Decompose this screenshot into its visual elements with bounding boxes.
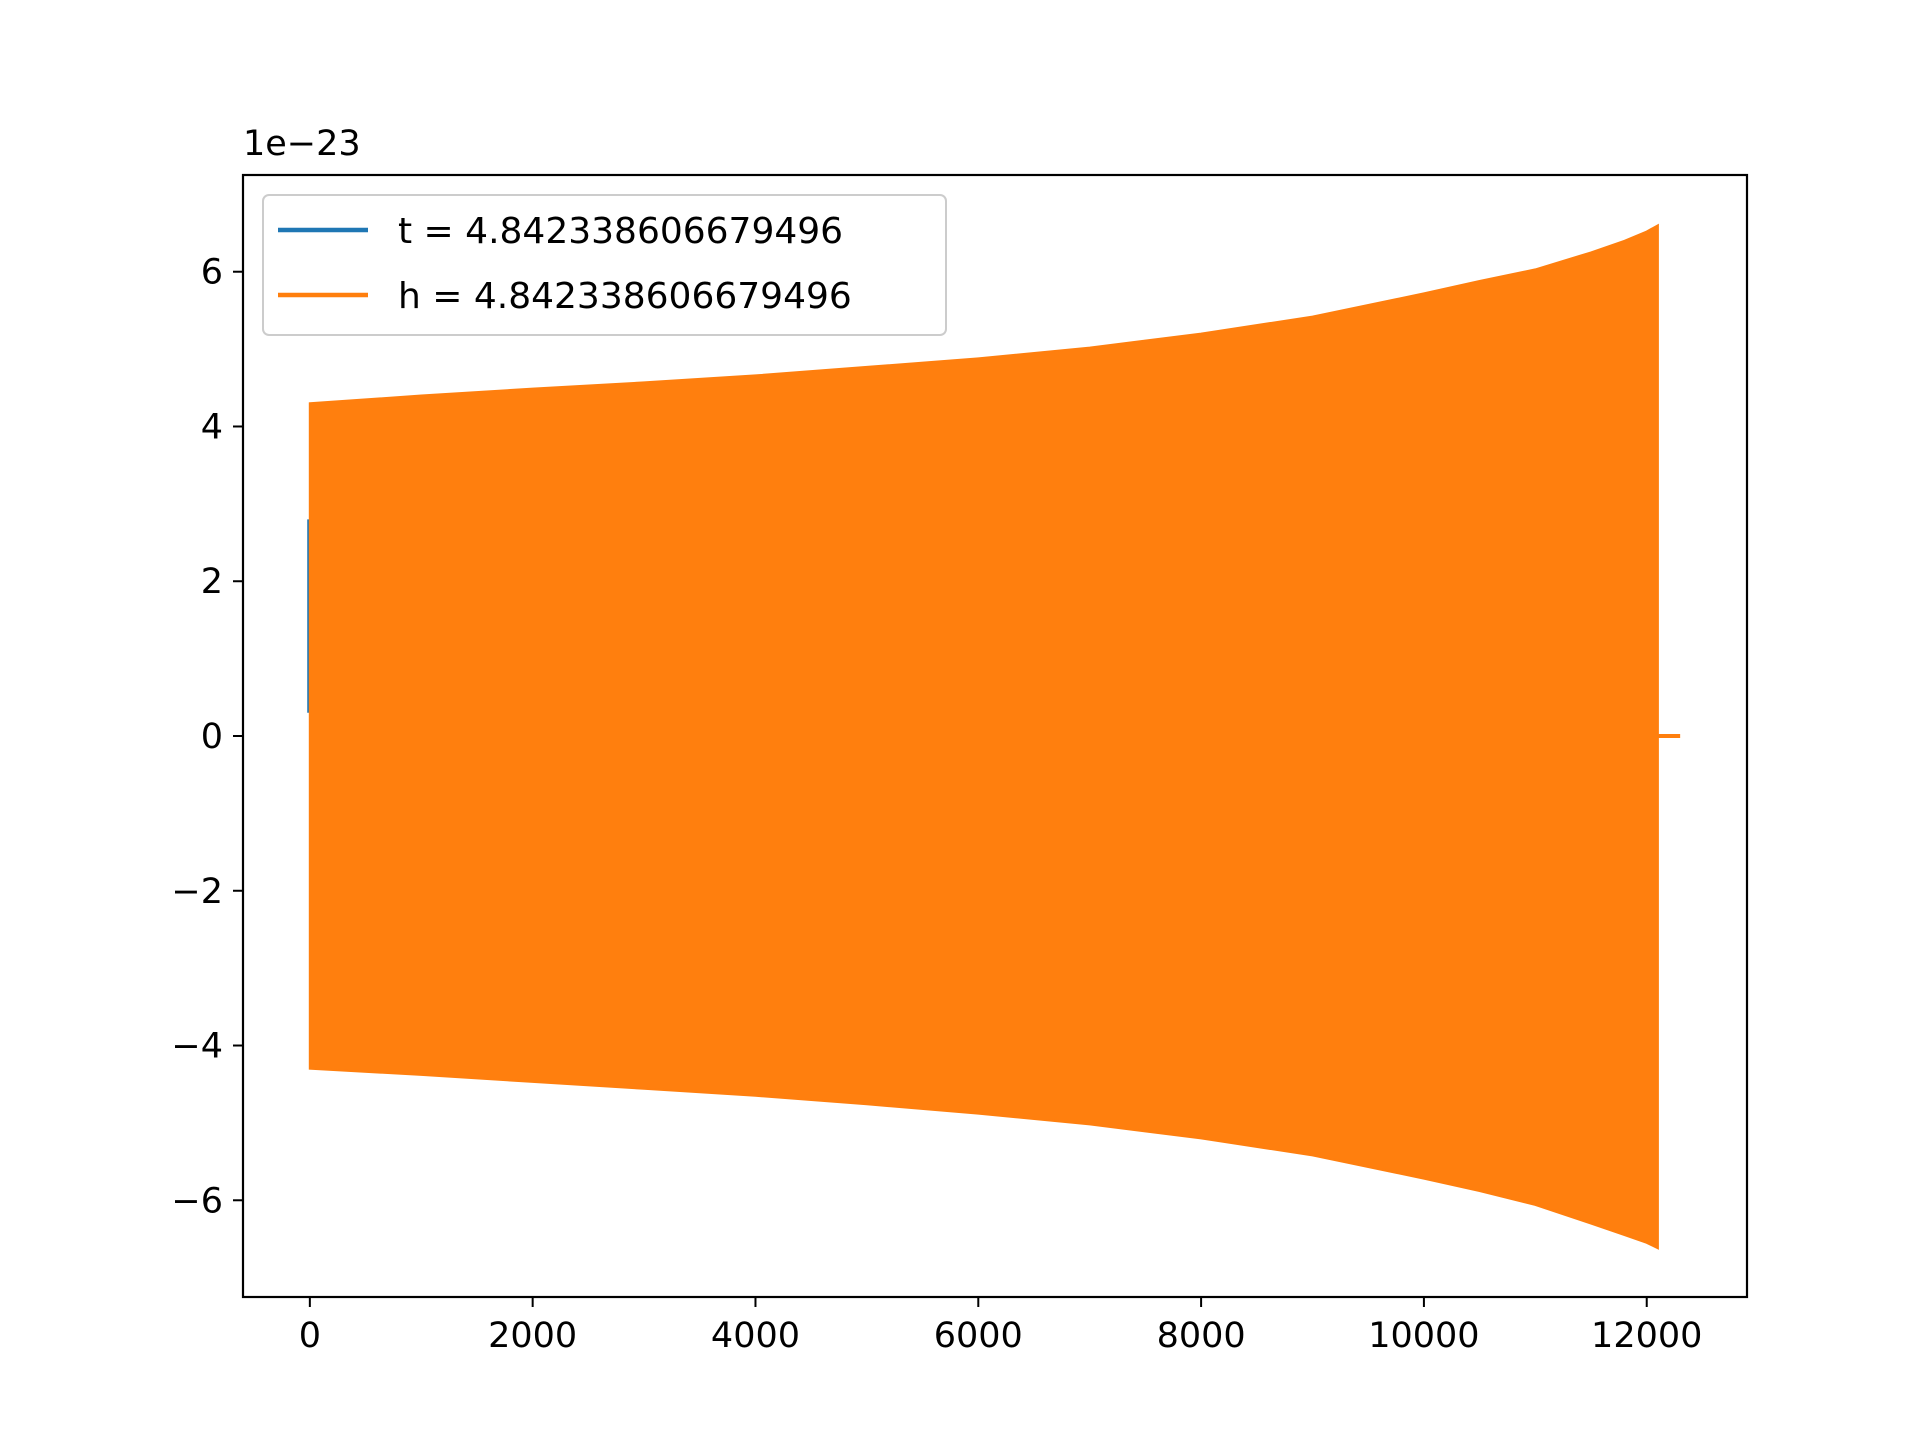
x-tick-label: 6000 <box>934 1316 1023 1356</box>
x-tick-label: 10000 <box>1368 1316 1479 1356</box>
y-axis: −6 −4 −2 0 2 4 6 <box>171 253 243 1221</box>
x-tick-label: 0 <box>299 1316 321 1356</box>
plot-area <box>307 223 1681 1250</box>
series-h-envelope <box>308 223 1659 1250</box>
legend-label-h: h = 4.842338606679496 <box>398 276 852 317</box>
x-tick-label: 8000 <box>1157 1316 1246 1356</box>
x-tick-label: 12000 <box>1591 1316 1702 1356</box>
y-tick-label: 0 <box>201 717 223 757</box>
y-tick-label: −4 <box>171 1027 223 1067</box>
legend: t = 4.842338606679496 h = 4.842338606679… <box>262 194 947 336</box>
x-tick-label: 4000 <box>711 1316 800 1356</box>
y-tick-label: −6 <box>171 1181 223 1221</box>
legend-box <box>262 194 947 336</box>
x-axis: 0 2000 4000 6000 8000 10000 12000 <box>299 1297 1702 1356</box>
y-tick-label: 6 <box>201 253 223 293</box>
y-tick-label: 2 <box>201 562 223 602</box>
y-axis-offset-label: 1e−23 <box>243 124 361 164</box>
x-tick-label: 2000 <box>488 1316 577 1356</box>
y-tick-label: 4 <box>201 407 223 447</box>
y-tick-label: −2 <box>171 872 223 912</box>
legend-label-t: t = 4.842338606679496 <box>398 211 843 252</box>
